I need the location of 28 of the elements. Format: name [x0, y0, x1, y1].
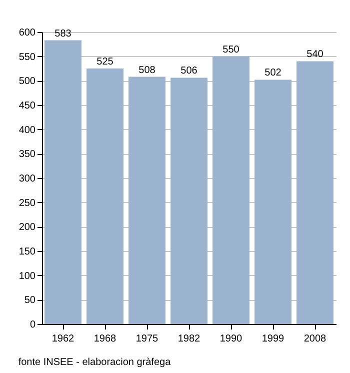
- x-tick-label: 1982: [178, 334, 201, 344]
- data-label: 506: [180, 66, 198, 77]
- data-label: 550: [222, 44, 240, 56]
- x-tick-label: 2008: [304, 334, 327, 344]
- data-label: 525: [96, 56, 114, 68]
- y-tick-label: 550: [18, 52, 36, 63]
- y-tick-label: 450: [18, 100, 36, 112]
- y-tick-label: 400: [18, 124, 36, 136]
- x-tick-label: 1962: [52, 334, 75, 344]
- y-tick-label: 350: [18, 149, 36, 160]
- data-label: 540: [306, 49, 324, 60]
- data-label: 583: [54, 28, 72, 40]
- data-label: 508: [138, 64, 156, 76]
- y-tick-label: 250: [18, 198, 36, 209]
- x-tick-label: 1975: [136, 334, 159, 344]
- y-tick-label: 600: [18, 28, 36, 38]
- y-tick-label: 50: [24, 295, 36, 306]
- y-tick-label: 0: [30, 320, 36, 330]
- y-tick-label: 100: [18, 270, 36, 282]
- y-tick-label: 150: [18, 246, 36, 258]
- x-tick-label: 1990: [220, 334, 243, 344]
- x-tick-label: 1968: [94, 334, 117, 344]
- x-tick-label: 1999: [262, 334, 285, 344]
- data-label: 502: [264, 68, 282, 79]
- y-tick-label: 500: [18, 76, 36, 88]
- y-tick-label: 200: [18, 222, 36, 234]
- y-tick-label: 300: [18, 174, 36, 184]
- source-note: fonte INSEE - elaboracion gràfega: [18, 357, 172, 368]
